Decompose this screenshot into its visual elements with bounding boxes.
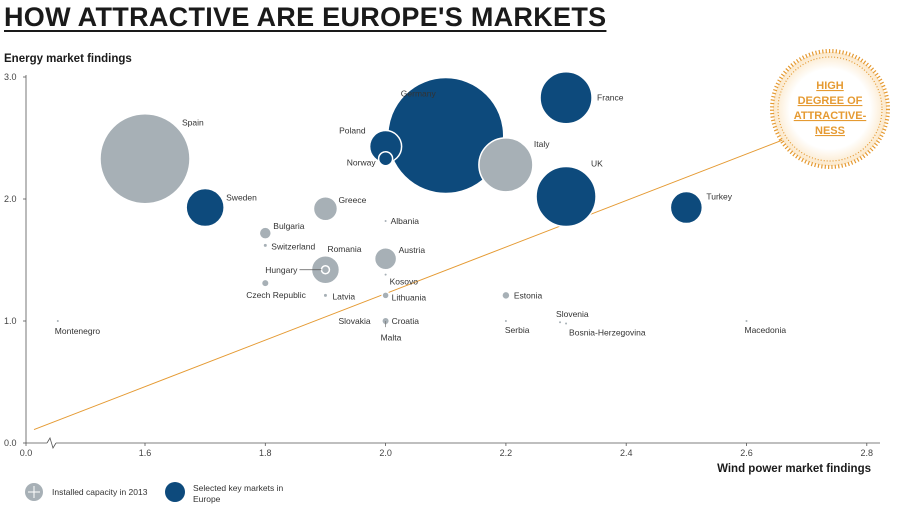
bubble-czech-republic: [262, 280, 269, 287]
bubble-spain: [99, 112, 191, 205]
bubble-france: [539, 70, 593, 125]
x-tick-label: 2.2: [500, 448, 513, 458]
bubble-hungary: [320, 265, 331, 275]
label-switzerland: Switzerland: [271, 241, 315, 251]
label-spain: Spain: [182, 118, 204, 128]
x-tick-label: 2.4: [620, 448, 633, 458]
bubble-lithuania: [381, 291, 390, 300]
label-albania: Albania: [391, 216, 420, 226]
legend-selected-label: Europe: [193, 494, 221, 504]
bubble-turkey: [669, 190, 704, 225]
label-norway: Norway: [347, 158, 377, 168]
trend-line: [33, 130, 807, 431]
badge-text: NESS: [815, 125, 845, 137]
badge-text: DEGREE OF: [798, 95, 863, 107]
x-tick-label: 1.6: [139, 448, 152, 458]
label-turkey: Turkey: [706, 192, 732, 202]
badge-text: ATTRACTIVE-: [794, 110, 867, 122]
label-slovakia: Slovakia: [338, 316, 370, 326]
bubble-italy: [478, 137, 534, 193]
label-bulgaria: Bulgaria: [273, 221, 304, 231]
x-tick-label: 2.6: [740, 448, 753, 458]
bubble-bosnia-herzegovina: [565, 322, 568, 325]
label-sweden: Sweden: [226, 193, 257, 203]
label-slovenia: Slovenia: [556, 309, 589, 319]
label-montenegro: Montenegro: [55, 326, 101, 336]
label-greece: Greece: [338, 195, 366, 205]
page-title: HOW ATTRACTIVE ARE EUROPE'S MARKETS: [4, 2, 607, 32]
bubble-austria: [373, 247, 398, 271]
label-croatia: Croatia: [392, 316, 420, 326]
x-tick-label: 2.8: [861, 448, 874, 458]
bubble-latvia: [323, 293, 327, 297]
bubble-greece: [312, 196, 339, 222]
bubble-montenegro: [56, 320, 59, 322]
label-estonia: Estonia: [514, 290, 543, 300]
label-romania: Romania: [327, 244, 361, 254]
x-tick-label: 2.0: [379, 448, 392, 458]
x-tick-label: 0.0: [20, 448, 33, 458]
label-hungary: Hungary: [265, 265, 298, 275]
label-macedonia: Macedonia: [745, 325, 787, 335]
legend-selected-icon: [165, 482, 185, 502]
label-germany: Germany: [401, 89, 437, 99]
label-uk: UK: [591, 159, 603, 169]
y-axis-title: Energy market findings: [4, 53, 132, 65]
label-malta: Malta: [381, 332, 402, 342]
y-tick-label: 3.0: [4, 72, 17, 82]
label-austria: Austria: [399, 245, 426, 255]
badge-text: HIGH: [816, 80, 844, 92]
x-axis-title: Wind power market findings: [717, 463, 871, 475]
y-tick-label: 1.0: [4, 316, 17, 326]
plot-area: 0.0 1.0 2.0 3.0 0.0 1.6 1.8 2.0 2.2 2.4 2.6 2.8 HIGH…: [4, 49, 890, 504]
label-kosovo: Kosovo: [390, 277, 419, 287]
label-france: France: [597, 93, 624, 103]
axis-break-icon: [46, 437, 57, 449]
bubble-sweden: [185, 187, 225, 228]
bubble-norway: [377, 150, 394, 167]
y-tick-label: 0.0: [4, 438, 17, 448]
bubble-switzerland: [263, 243, 267, 247]
bubble-estonia: [501, 290, 511, 301]
x-tick-label: 1.8: [259, 448, 272, 458]
label-serbia: Serbia: [505, 325, 530, 335]
label-latvia: Latvia: [332, 291, 355, 301]
label-czech-republic: Czech Republic: [246, 290, 306, 300]
bubble-slovenia: [559, 321, 562, 324]
badge-glow: [773, 52, 887, 166]
label-italy: Italy: [534, 139, 550, 149]
badge-ring-inner: [777, 56, 883, 162]
y-tick-label: 2.0: [4, 194, 17, 204]
label-poland: Poland: [339, 126, 366, 136]
label-bosnia-herzegovina: Bosnia-Herzegovina: [569, 327, 646, 337]
badge-ring: [770, 49, 890, 169]
bubble-kosovo: [384, 273, 387, 276]
bubble-bulgaria: [258, 226, 273, 240]
bubble-macedonia: [745, 320, 748, 322]
legend-installed-label: Installed capacity in 2013: [52, 487, 148, 497]
legend-selected-label: Selected key markets in: [193, 483, 284, 493]
bubble-albania: [384, 219, 387, 222]
bubble-uk: [535, 165, 597, 228]
bubble-serbia: [504, 320, 507, 322]
label-lithuania: Lithuania: [392, 292, 427, 302]
